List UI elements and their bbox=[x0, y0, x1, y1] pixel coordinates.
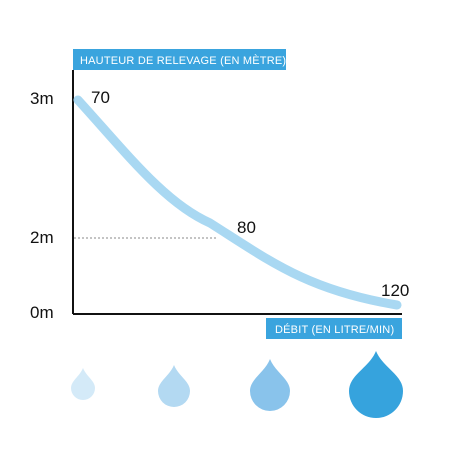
y-axis-title-box bbox=[73, 49, 286, 70]
y-axis-title: HAUTEUR DE RELEVAGE (EN MÈTRE) bbox=[80, 54, 286, 67]
water-drop-large-icon bbox=[250, 359, 290, 411]
water-drop-small-icon bbox=[71, 368, 95, 400]
y-tick-label-3m: 3m bbox=[30, 89, 54, 108]
series-line bbox=[73, 95, 402, 310]
y-tick-label-2m: 2m bbox=[30, 228, 54, 247]
water-drop-xlarge-icon bbox=[349, 351, 403, 418]
water-drop-medium-icon bbox=[158, 365, 190, 407]
data-label-80: 80 bbox=[237, 218, 256, 237]
data-label-70: 70 bbox=[91, 88, 110, 107]
y-tick-label-0m: 0m bbox=[30, 303, 54, 322]
x-axis-title-box bbox=[266, 318, 402, 339]
x-axis-title: DÉBIT (EN LITRE/MIN) bbox=[275, 323, 394, 336]
data-label-120: 120 bbox=[381, 281, 409, 300]
